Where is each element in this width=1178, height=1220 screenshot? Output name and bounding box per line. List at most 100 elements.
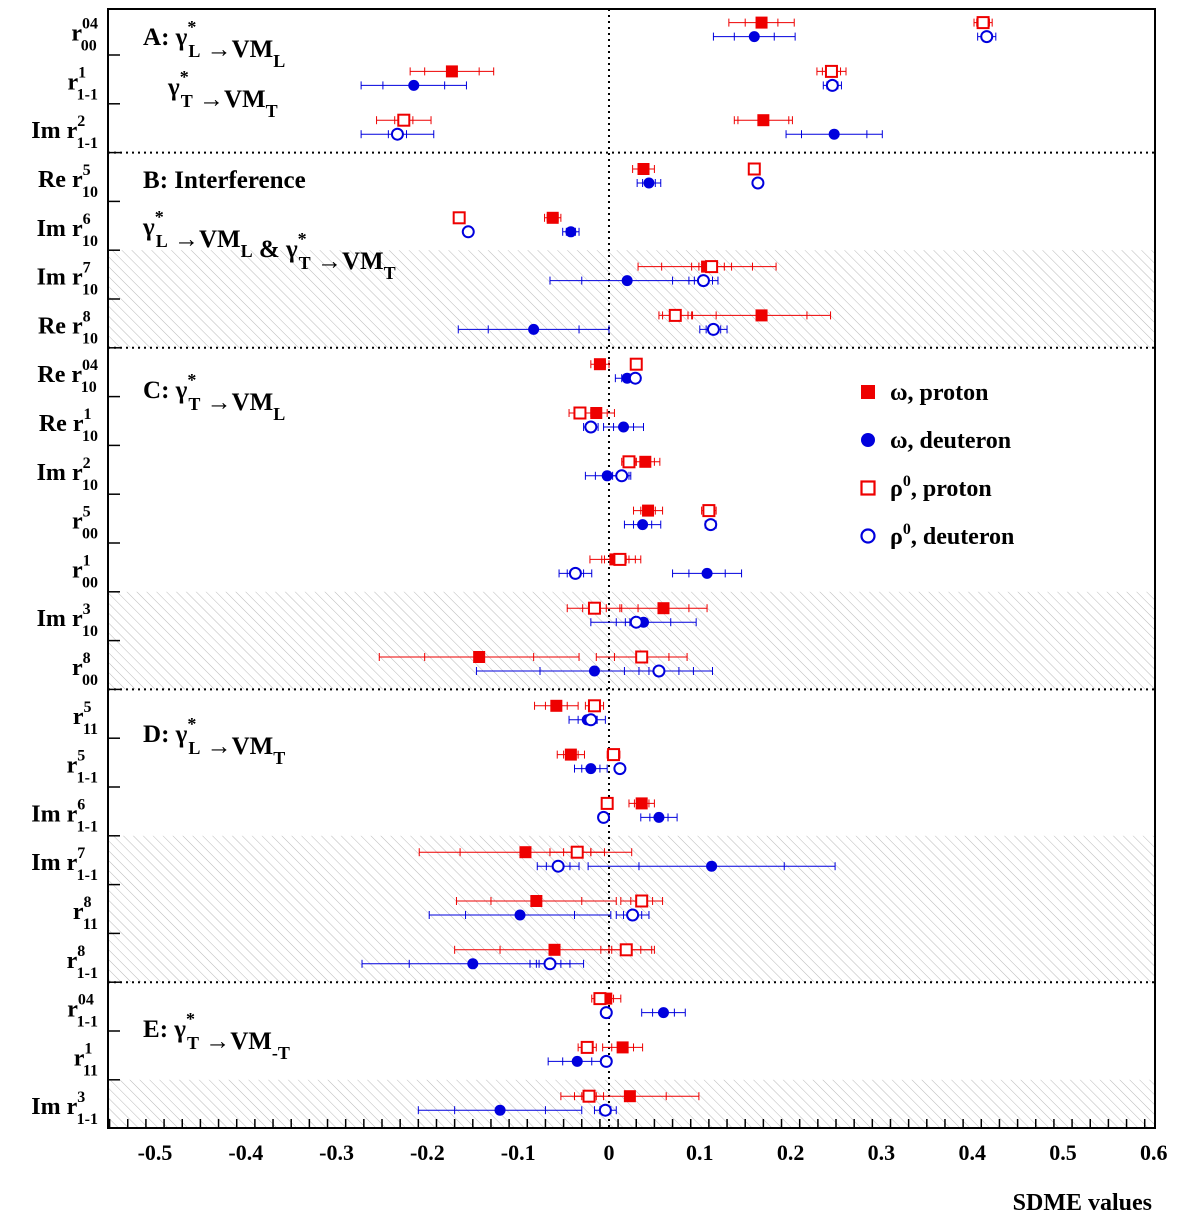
shaded-band: [108, 591, 1155, 690]
data-point-omega_d: [636, 177, 662, 189]
section-text: γ* T →VMT: [167, 67, 278, 121]
row-label: r04 1-1: [67, 992, 98, 1031]
section-text: C: γ* T →VML: [143, 370, 285, 424]
legend-label: ρ0, deuteron: [890, 521, 1014, 550]
data-point-omega_d: [640, 811, 678, 823]
data-point-omega_d: [417, 1104, 583, 1116]
data-point-rho_p: [691, 260, 733, 274]
row-label: Im r6 10: [37, 211, 98, 250]
data-point-rho_p: [549, 845, 605, 859]
x-axis: -0.5 -0.4 -0.3 -0.2 -0.1 0 0.1 0.2 0.3 0.4 0.5 0.6: [108, 1119, 1168, 1165]
row-label: r1 1-1: [67, 64, 98, 103]
row-label: r8 11: [73, 894, 98, 933]
data-point-rho_p: [595, 650, 688, 664]
data-point-omega_d: [547, 1055, 607, 1067]
data-point-rho_d: [599, 1054, 613, 1068]
data-point-omega_p: [692, 309, 832, 322]
data-point-omega_d: [562, 226, 580, 238]
x-tick-label: 0.2: [777, 1140, 805, 1165]
data-point-rho_p: [621, 455, 637, 469]
data-point-rho_d: [623, 664, 694, 678]
legend-marker: [860, 480, 876, 496]
legend-label: ρ0, proton: [890, 473, 992, 502]
data-point-omega_d: [360, 79, 467, 91]
legend-item: ρ0, proton: [860, 473, 992, 502]
row-label: Im r7 1-1: [31, 845, 98, 884]
plot-frame: [107, 8, 1156, 1129]
section-text: A: γ* L →VML: [143, 17, 285, 71]
x-tick-label: -0.4: [228, 1140, 263, 1165]
legend-marker: [860, 528, 876, 544]
row-label: Im r2 10: [37, 455, 98, 494]
data-point-rho_d: [558, 566, 593, 580]
data-point-omega_p: [728, 16, 795, 29]
data-point-rho_d: [583, 713, 598, 727]
data-point-omega_d: [785, 128, 883, 140]
row-label: Re r1 10: [39, 406, 98, 445]
legend-marker: [861, 385, 875, 399]
row-label: r5 1-1: [67, 748, 98, 787]
row-label: r04 00: [71, 16, 98, 55]
data-point-omega_p: [590, 358, 610, 371]
x-tick-label: -0.5: [138, 1140, 173, 1165]
legend-item: ω, proton: [861, 380, 988, 406]
data-point-rho_p: [816, 64, 847, 78]
x-tick-label: 0.1: [686, 1140, 714, 1165]
row-label: r5 00: [72, 504, 98, 543]
data-point-rho_d: [624, 615, 648, 629]
data-point-rho_d: [613, 762, 627, 776]
legend-label: ω, proton: [890, 380, 988, 406]
x-tick-label: -0.3: [319, 1140, 354, 1165]
x-tick-label: -0.2: [410, 1140, 445, 1165]
data-point-rho_p: [606, 748, 621, 762]
section-text: E: γ* T →VM-T: [143, 1009, 290, 1063]
data-point-rho_p: [629, 357, 643, 371]
data-point-rho_d: [612, 469, 632, 483]
x-tick-label: 0: [604, 1140, 615, 1165]
data-point-rho_p: [701, 504, 717, 518]
row-label: r8 1-1: [67, 943, 98, 982]
data-point-rho_p: [452, 211, 466, 225]
row-label: r5 11: [73, 699, 98, 738]
legend-label: ω, deuteron: [890, 428, 1011, 454]
data-point-omega_p: [602, 1041, 644, 1054]
data-point-omega_d: [587, 860, 836, 872]
data-point-rho_p: [584, 699, 605, 713]
data-point-omega_p: [409, 65, 495, 78]
shaded-band: [108, 1079, 1155, 1128]
data-point-rho_d: [688, 274, 719, 288]
data-point-rho_d: [704, 518, 718, 532]
shaded-band: [108, 250, 1155, 348]
data-point-omega_p: [632, 163, 655, 175]
data-point-rho_p: [566, 601, 623, 615]
row-label: Im r3 10: [37, 601, 98, 640]
data-point-rho_d: [461, 225, 475, 239]
row-label: r1 11: [74, 1040, 98, 1079]
data-point-omega_p: [733, 114, 793, 127]
row-label: r8 00: [72, 650, 98, 689]
x-tick-label: 0.3: [868, 1140, 896, 1165]
data-point-omega_p: [534, 699, 579, 712]
data-point-rho_d: [628, 371, 642, 385]
row-label: Im r3 1-1: [31, 1089, 98, 1128]
data-point-rho_d: [360, 127, 435, 141]
data-point-omega_p: [633, 504, 664, 517]
x-tick-label: 0.4: [958, 1140, 986, 1165]
data-point-omega_d: [457, 323, 610, 335]
data-point-rho_p: [593, 992, 607, 1006]
legend: ω, proton ω, deuteron ρ0, proton ρ0, deuter…: [860, 380, 1014, 550]
row-label: Re r8 10: [38, 308, 98, 347]
section-dividers: [108, 9, 1155, 1128]
data-point-rho_d: [822, 78, 842, 92]
x-tick-label: 0.5: [1049, 1140, 1077, 1165]
data-point-omega_p: [378, 651, 580, 663]
data-point-omega_p: [628, 797, 655, 810]
data-point-rho_p: [376, 113, 432, 127]
data-point-omega_p: [544, 211, 562, 224]
row-label: Im r6 1-1: [31, 796, 98, 835]
plot-border: [107, 8, 1156, 1129]
data-point-rho_p: [747, 162, 761, 176]
section-text: B: Interference: [143, 167, 306, 194]
section-text: D: γ* L →VMT: [143, 714, 285, 768]
